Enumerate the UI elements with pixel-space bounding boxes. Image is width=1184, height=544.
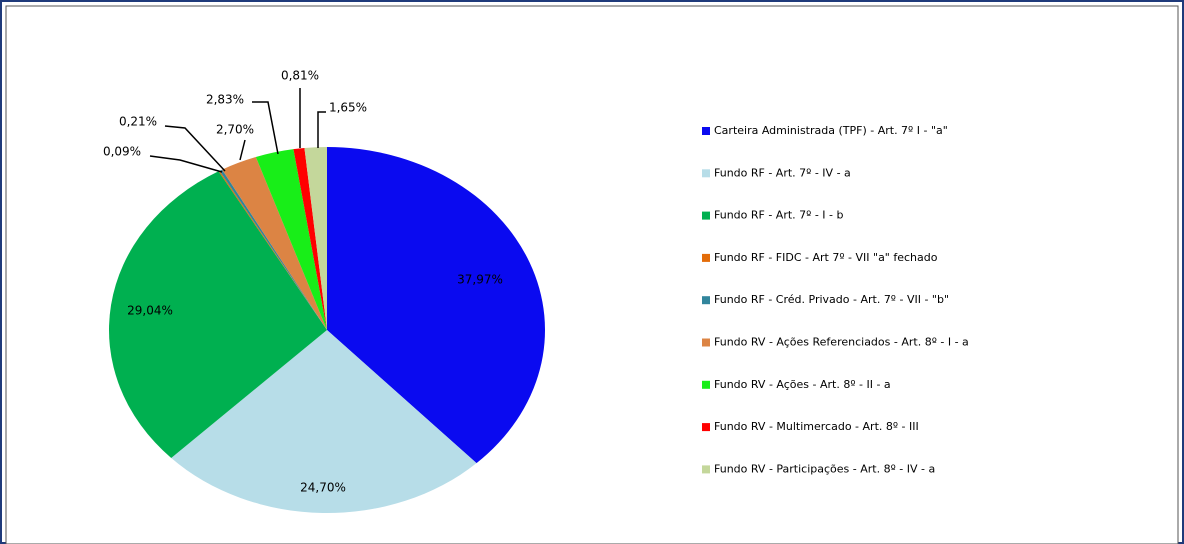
pie-slice bbox=[218, 170, 327, 330]
pie-slice bbox=[222, 157, 327, 330]
legend-label: Fundo RV - Ações - Art. 8º - II - a bbox=[714, 378, 891, 391]
legend-swatch bbox=[702, 169, 710, 178]
pie-slice bbox=[255, 149, 327, 330]
legend-swatch bbox=[702, 253, 710, 262]
legend-label: Fundo RF - Art. 7º - I - b bbox=[714, 209, 844, 222]
data-label: 1,65% bbox=[329, 101, 367, 115]
legend-label: Fundo RV - Multimercado - Art. 8º - III bbox=[714, 420, 919, 433]
pie-slice bbox=[327, 147, 545, 464]
data-label: 2,70% bbox=[216, 123, 254, 137]
legend-swatch bbox=[702, 380, 710, 389]
legend-swatch bbox=[702, 127, 710, 135]
pie-slice bbox=[304, 147, 327, 330]
pie-slice bbox=[219, 169, 327, 330]
legend-swatch bbox=[702, 423, 710, 432]
pie-slice bbox=[293, 147, 327, 330]
legend-swatch bbox=[702, 296, 710, 305]
leader-line bbox=[149, 155, 223, 173]
data-label: 37,97% bbox=[457, 273, 503, 287]
legend-label: Fundo RV - Ações Referenciados - Art. 8º… bbox=[714, 336, 969, 349]
data-label: 0,81% bbox=[281, 69, 319, 83]
legend-label: Carteira Administrada (TPF) - Art. 7º I … bbox=[714, 124, 948, 137]
data-label: 29,04% bbox=[127, 304, 173, 318]
leader-line bbox=[252, 101, 279, 155]
leader-line bbox=[164, 125, 226, 172]
data-label: 2,83% bbox=[206, 93, 244, 107]
legend-label: Fundo RV - Participações - Art. 8º - IV … bbox=[714, 462, 935, 475]
data-label: 0,21% bbox=[119, 115, 157, 129]
legend-label: Fundo RF - Art. 7º - IV - a bbox=[714, 166, 851, 179]
data-label: 0,09% bbox=[103, 145, 141, 159]
pie-slice bbox=[171, 330, 477, 513]
legend-label: Fundo RF - Créd. Privado - Art. 7º - VII… bbox=[714, 293, 949, 306]
pie-slice bbox=[109, 171, 328, 459]
legend-swatch bbox=[702, 338, 710, 347]
leader-line bbox=[239, 139, 246, 161]
leader-line bbox=[317, 111, 326, 148]
legend-swatch bbox=[702, 465, 710, 474]
legend-label: Fundo RF - FIDC - Art 7º - VII "a" fecha… bbox=[714, 251, 938, 264]
legend-swatch bbox=[702, 211, 710, 220]
data-label: 24,70% bbox=[300, 481, 346, 495]
